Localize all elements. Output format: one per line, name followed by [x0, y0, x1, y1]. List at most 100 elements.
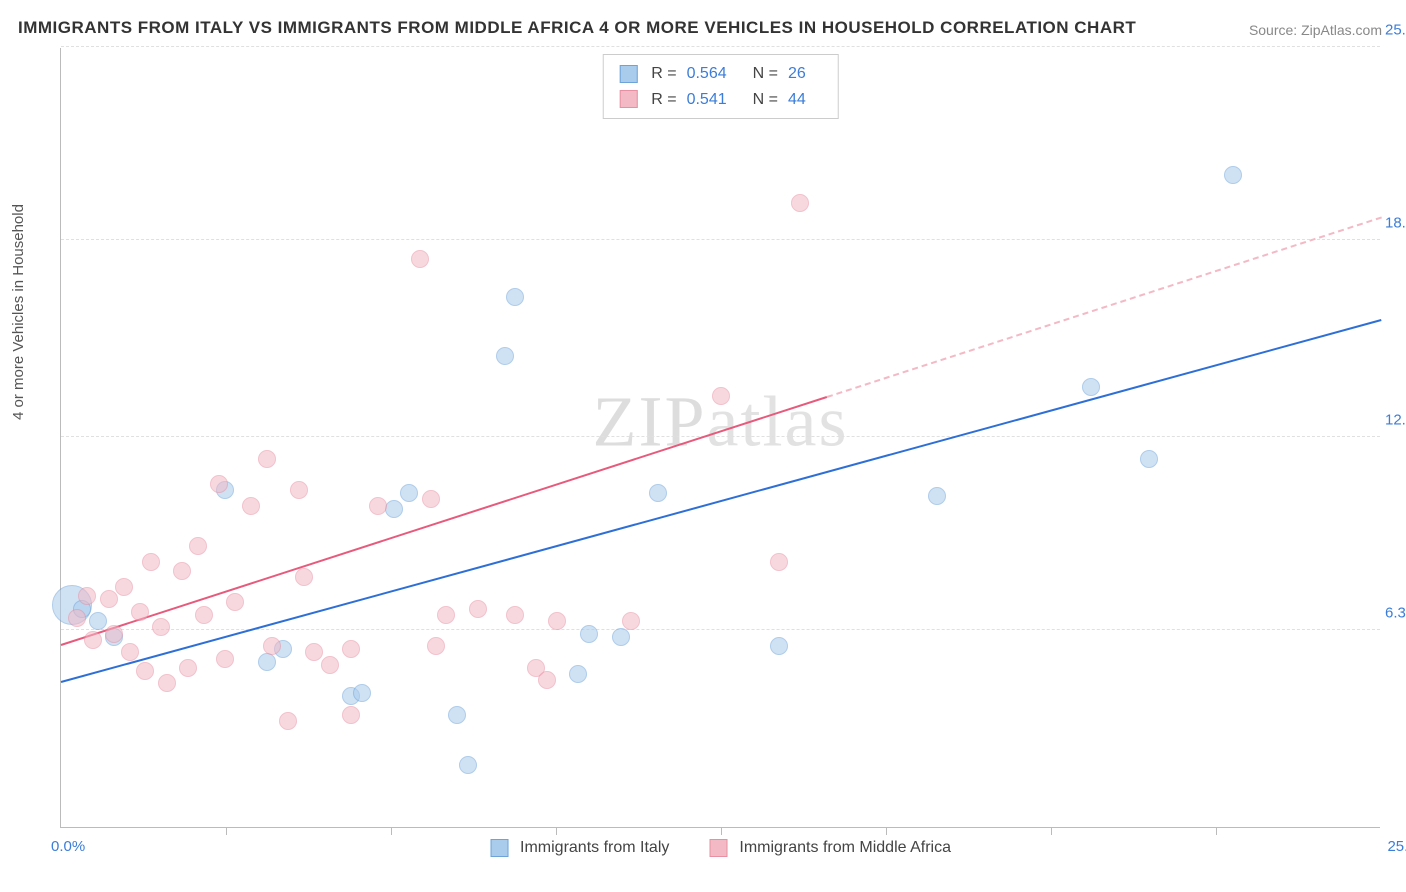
chart-plot-area: ZIPatlas R =0.564N =26R =0.541N =44 Immi…: [60, 48, 1380, 828]
data-point: [136, 662, 154, 680]
data-point: [89, 612, 107, 630]
data-point: [411, 250, 429, 268]
data-point: [400, 484, 418, 502]
legend-row: R =0.541N =44: [619, 87, 822, 113]
y-tick-label: 18.8%: [1385, 215, 1406, 232]
data-point: [290, 481, 308, 499]
legend-swatch: [490, 839, 508, 857]
x-tick: [721, 827, 722, 835]
chart-title: IMMIGRANTS FROM ITALY VS IMMIGRANTS FROM…: [18, 18, 1136, 38]
data-point: [569, 665, 587, 683]
data-point: [121, 643, 139, 661]
data-point: [928, 487, 946, 505]
legend-n-value: 44: [788, 87, 806, 113]
legend-item: Immigrants from Italy: [490, 839, 669, 857]
x-tick: [1051, 827, 1052, 835]
data-point: [84, 631, 102, 649]
data-point: [649, 484, 667, 502]
data-point: [538, 671, 556, 689]
legend-swatch: [619, 65, 637, 83]
x-tick: [1216, 827, 1217, 835]
y-axis-label: 4 or more Vehicles in Household: [10, 204, 27, 420]
data-point: [173, 562, 191, 580]
legend-swatch: [709, 839, 727, 857]
data-point: [321, 656, 339, 674]
data-point: [469, 600, 487, 618]
data-point: [189, 537, 207, 555]
legend-row: R = 0.564 N = 26: [619, 61, 822, 87]
data-point: [506, 606, 524, 624]
legend-n-label: N =: [753, 61, 778, 87]
data-point: [422, 490, 440, 508]
data-point: [78, 587, 96, 605]
data-point: [210, 475, 228, 493]
data-point: [1140, 450, 1158, 468]
source-attribution: Source: ZipAtlas.com: [1249, 22, 1382, 38]
x-tick: [226, 827, 227, 835]
data-point: [385, 500, 403, 518]
data-point: [580, 625, 598, 643]
x-tick: [391, 827, 392, 835]
legend-label: Immigrants from Italy: [520, 839, 669, 857]
data-point: [342, 706, 360, 724]
x-tick: [556, 827, 557, 835]
data-point: [770, 637, 788, 655]
data-point: [622, 612, 640, 630]
x-tick: [886, 827, 887, 835]
watermark-bold: ZIP: [593, 381, 707, 461]
data-point: [791, 194, 809, 212]
y-tick-label: 12.5%: [1385, 412, 1406, 429]
data-point: [427, 637, 445, 655]
legend-r-label: R =: [651, 61, 676, 87]
data-point: [242, 497, 260, 515]
gridline: [61, 436, 1380, 437]
legend-item: Immigrants from Middle Africa: [709, 839, 951, 857]
data-point: [496, 347, 514, 365]
y-tick-label: 25.0%: [1385, 22, 1406, 39]
x-tick-label: 0.0%: [51, 838, 85, 855]
trendline: [826, 217, 1381, 398]
legend-n-value: 26: [788, 61, 806, 87]
legend-n-label: N =: [753, 87, 778, 113]
legend-r-value: 0.564: [687, 61, 727, 87]
data-point: [258, 653, 276, 671]
data-point: [459, 756, 477, 774]
data-point: [158, 674, 176, 692]
data-point: [353, 684, 371, 702]
data-point: [68, 609, 86, 627]
y-tick-label: 6.3%: [1385, 605, 1406, 622]
data-point: [216, 650, 234, 668]
data-point: [612, 628, 630, 646]
data-point: [263, 637, 281, 655]
data-point: [179, 659, 197, 677]
x-tick-label: 25.0%: [1387, 838, 1406, 855]
data-point: [548, 612, 566, 630]
data-point: [226, 593, 244, 611]
data-point: [369, 497, 387, 515]
data-point: [279, 712, 297, 730]
data-point: [770, 553, 788, 571]
gridline: [61, 46, 1380, 47]
data-point: [1224, 166, 1242, 184]
legend-r-value: 0.541: [687, 87, 727, 113]
legend-label: Immigrants from Middle Africa: [739, 839, 951, 857]
series-legend: Immigrants from Italy Immigrants from Mid…: [490, 839, 951, 857]
data-point: [115, 578, 133, 596]
source-label: Source:: [1249, 22, 1297, 38]
data-point: [100, 590, 118, 608]
data-point: [342, 640, 360, 658]
data-point: [142, 553, 160, 571]
data-point: [258, 450, 276, 468]
data-point: [506, 288, 524, 306]
correlation-legend: R = 0.564 N = 26R = 0.541 N = 44: [602, 54, 839, 119]
data-point: [437, 606, 455, 624]
legend-swatch: [619, 90, 637, 108]
data-point: [131, 603, 149, 621]
gridline: [61, 629, 1380, 630]
source-value: ZipAtlas.com: [1301, 22, 1382, 38]
gridline: [61, 239, 1380, 240]
data-point: [712, 387, 730, 405]
data-point: [295, 568, 313, 586]
data-point: [152, 618, 170, 636]
data-point: [195, 606, 213, 624]
